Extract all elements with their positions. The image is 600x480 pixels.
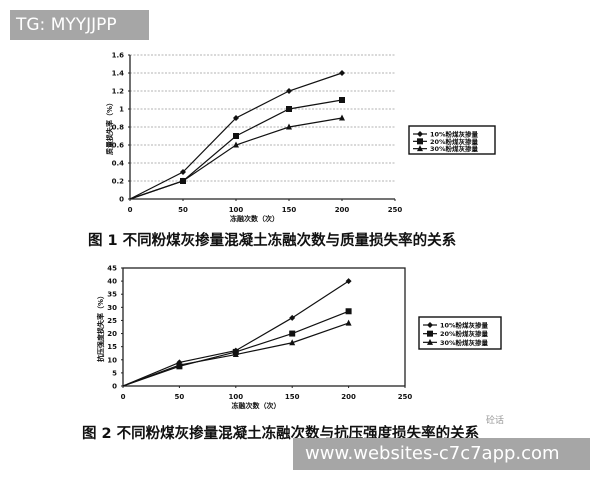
series-line — [122, 308, 352, 387]
square-marker — [289, 330, 296, 337]
triangle-marker — [427, 338, 433, 345]
diamond-marker — [289, 314, 296, 321]
plot-area: 0 5 10 15 20 25 30 35 40 45 0 50 100 150 200 250 冻融次数（次）… — [96, 265, 412, 411]
diamond-marker — [339, 70, 345, 76]
y-tick-label: 20 — [107, 330, 117, 338]
plot-area: 0 0.2 0.4 0.6 0.8 1 1.2 1.4 1.6 0 50 100 150 200 250 冻融… — [105, 52, 402, 224]
x-axis-label: 冻融次数（次） — [230, 214, 279, 223]
square-marker — [286, 106, 292, 112]
y-tick-label: 0 — [112, 383, 117, 391]
triangle-marker — [417, 145, 423, 152]
legend-entry: 20%粉煤灰掺量 — [440, 329, 489, 338]
x-tick-label: 50 — [178, 206, 188, 214]
y-tick-label: 1.6 — [112, 52, 125, 60]
x-tick-label: 150 — [285, 393, 300, 401]
y-tick-label: 1.2 — [112, 88, 125, 96]
y-tick-label: 15 — [107, 343, 117, 351]
square-marker — [233, 133, 239, 139]
square-marker — [427, 330, 433, 337]
y-tick-label: 40 — [107, 278, 117, 286]
legend-entry: 30%粉煤灰掺量 — [440, 338, 489, 347]
square-marker — [417, 138, 423, 145]
diamond-marker — [286, 88, 292, 94]
x-tick-label: 100 — [228, 393, 243, 401]
x-tick-label: 150 — [282, 206, 297, 214]
triangle-marker — [339, 114, 345, 121]
y-tick-label: 0.8 — [112, 124, 125, 132]
plot-frame — [122, 267, 406, 387]
x-tick-label: 0 — [128, 206, 133, 214]
x-tick-label: 250 — [398, 393, 413, 401]
watermark-bottom: www.websites-c7c7app.com — [293, 438, 590, 470]
y-tick-label: 35 — [107, 291, 117, 299]
diamond-marker — [180, 169, 186, 175]
diamond-marker — [233, 115, 239, 121]
legend-entry: 10%粉煤灰掺量 — [430, 130, 479, 139]
y-tick-label: 0.6 — [112, 142, 125, 150]
triangle-marker — [286, 123, 292, 130]
y-tick-label: 1.4 — [112, 70, 125, 78]
x-tick-label: 200 — [341, 393, 356, 401]
chart1-caption: 图 1 不同粉煤灰掺量混凝土冻融次数与质量损失率的关系 — [88, 233, 457, 249]
square-marker — [339, 97, 345, 103]
diamond-marker — [345, 278, 352, 285]
y-tick-label: 10 — [107, 356, 117, 364]
series-line — [129, 114, 345, 200]
square-marker — [345, 308, 352, 315]
y-tick-label: 0.2 — [112, 178, 125, 186]
triangle-marker — [233, 141, 239, 148]
y-tick-label: 30 — [107, 304, 117, 312]
triangle-marker — [180, 177, 186, 184]
brand-mark: 砼话 — [486, 416, 505, 426]
series-line — [122, 278, 352, 387]
diamond-marker — [427, 322, 433, 328]
watermark-top: TG: MYYJJPP — [10, 10, 149, 40]
x-tick-label: 250 — [388, 206, 403, 214]
triangle-marker — [345, 319, 352, 326]
triangle-marker — [232, 351, 239, 358]
series-line — [129, 70, 345, 200]
y-tick-label: 0.4 — [112, 160, 125, 168]
x-tick-label: 0 — [121, 393, 126, 401]
triangle-marker — [176, 361, 183, 368]
y-tick-label: 1 — [119, 106, 124, 114]
x-tick-label: 200 — [335, 206, 350, 214]
x-tick-label: 100 — [229, 206, 244, 214]
triangle-marker — [289, 339, 296, 346]
series-line — [122, 319, 352, 387]
x-axis-label: 冻融次数（次） — [232, 401, 281, 410]
y-tick-label: 25 — [107, 317, 117, 325]
y-tick-label: 5 — [112, 369, 117, 377]
y-tick-label: 0 — [119, 196, 124, 204]
diamond-marker — [417, 131, 423, 137]
legend-entry: 30%粉煤灰掺量 — [430, 144, 479, 153]
y-tick-label: 45 — [107, 265, 117, 273]
legend-entry: 10%粉煤灰掺量 — [440, 321, 489, 330]
x-tick-label: 50 — [175, 393, 185, 401]
y-axis-label: 质量损失率（%） — [105, 99, 114, 155]
legend-entry: 20%粉煤灰掺量 — [430, 137, 479, 146]
y-axis-label: 抗压强度损失率（%） — [96, 292, 105, 362]
